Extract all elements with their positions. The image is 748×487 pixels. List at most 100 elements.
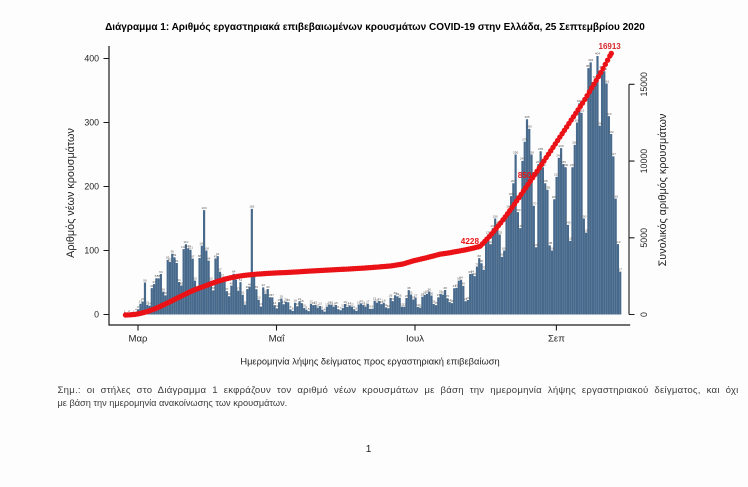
svg-text:165: 165 (249, 205, 254, 209)
svg-text:110: 110 (183, 240, 188, 244)
svg-text:81: 81 (175, 259, 179, 263)
svg-text:17: 17 (366, 300, 370, 304)
svg-text:295: 295 (597, 122, 602, 126)
svg-text:42: 42 (261, 283, 265, 287)
svg-text:100: 100 (549, 246, 554, 250)
svg-text:54: 54 (459, 276, 463, 280)
svg-text:250: 250 (529, 150, 534, 154)
svg-text:10: 10 (275, 304, 279, 308)
svg-text:128: 128 (584, 228, 589, 232)
svg-text:8: 8 (137, 305, 139, 309)
svg-text:160: 160 (515, 208, 520, 212)
svg-text:245: 245 (556, 154, 561, 158)
svg-text:13: 13 (259, 302, 263, 306)
svg-text:11: 11 (316, 303, 319, 307)
svg-text:82: 82 (168, 258, 172, 262)
svg-text:7: 7 (340, 306, 342, 310)
svg-text:91: 91 (216, 252, 220, 256)
svg-text:21: 21 (377, 297, 381, 301)
svg-text:27: 27 (268, 293, 272, 297)
svg-text:με βάση την ημερομηνία ανακοίν: με βάση την ημερομηνία ανακοίνωσης των κ… (58, 398, 288, 408)
svg-text:305: 305 (524, 115, 529, 119)
svg-text:30: 30 (393, 291, 397, 295)
svg-text:5000: 5000 (639, 228, 649, 248)
svg-text:36: 36 (427, 287, 431, 291)
svg-text:18: 18 (382, 299, 386, 303)
svg-text:25: 25 (446, 294, 450, 298)
svg-text:270: 270 (522, 138, 527, 142)
svg-text:247: 247 (611, 152, 616, 156)
svg-text:53: 53 (209, 277, 213, 281)
svg-text:85: 85 (166, 256, 170, 260)
svg-text:170: 170 (531, 202, 536, 206)
svg-text:27: 27 (414, 293, 418, 297)
svg-text:101: 101 (188, 246, 193, 250)
svg-text:21: 21 (373, 297, 377, 301)
svg-text:255: 255 (538, 147, 543, 151)
svg-text:88: 88 (198, 254, 202, 258)
svg-text:205: 205 (543, 179, 548, 183)
svg-text:11: 11 (418, 304, 421, 308)
svg-text:57: 57 (221, 274, 225, 278)
svg-text:230: 230 (563, 163, 568, 167)
svg-text:105: 105 (534, 243, 539, 247)
svg-text:368: 368 (593, 75, 598, 79)
svg-text:42: 42 (455, 284, 459, 288)
svg-text:64: 64 (232, 270, 236, 274)
svg-text:21: 21 (298, 297, 302, 301)
svg-text:125: 125 (497, 230, 502, 234)
svg-text:108: 108 (199, 241, 204, 245)
svg-text:Σεπ: Σεπ (548, 334, 565, 345)
svg-text:16: 16 (327, 300, 331, 304)
svg-text:21: 21 (464, 297, 468, 301)
svg-text:4: 4 (324, 307, 326, 311)
svg-text:10: 10 (302, 304, 306, 308)
svg-text:64: 64 (471, 269, 475, 273)
svg-text:235: 235 (536, 160, 541, 164)
svg-text:12: 12 (364, 302, 368, 306)
svg-text:Μαρ: Μαρ (129, 334, 149, 345)
svg-text:19: 19 (448, 298, 452, 302)
svg-text:26: 26 (405, 294, 409, 298)
svg-text:63: 63 (159, 270, 163, 274)
svg-text:100: 100 (84, 246, 99, 256)
svg-text:32: 32 (439, 290, 443, 294)
svg-text:50: 50 (143, 278, 147, 282)
svg-text:Αριθμός νέων κρουσμάτων: Αριθμός νέων κρουσμάτων (65, 128, 77, 258)
svg-text:16: 16 (432, 300, 436, 304)
svg-text:102: 102 (181, 245, 186, 249)
svg-text:12: 12 (416, 303, 420, 307)
svg-text:15000: 15000 (639, 72, 649, 97)
svg-text:19: 19 (286, 298, 290, 302)
svg-text:15: 15 (314, 301, 318, 305)
svg-text:20: 20 (141, 297, 145, 301)
svg-text:8506: 8506 (518, 171, 537, 180)
svg-text:16: 16 (330, 300, 334, 304)
svg-text:205: 205 (511, 179, 516, 183)
svg-text:181: 181 (613, 195, 618, 199)
svg-text:400: 400 (84, 54, 99, 64)
svg-text:Σημ.: οι στήλες στο Διάγραμμα: Σημ.: οι στήλες στο Διάγραμμα 1 εκφράζου… (58, 385, 739, 396)
svg-text:100: 100 (502, 246, 507, 250)
svg-text:15: 15 (311, 301, 315, 305)
svg-text:17: 17 (139, 300, 143, 304)
svg-text:103: 103 (186, 244, 191, 248)
svg-text:15: 15 (434, 301, 438, 305)
svg-text:88: 88 (477, 254, 481, 258)
svg-text:13: 13 (296, 302, 300, 306)
svg-text:23: 23 (466, 296, 470, 300)
svg-text:300: 300 (574, 118, 579, 122)
svg-text:185: 185 (509, 192, 514, 196)
svg-text:80: 80 (480, 259, 484, 263)
svg-text:30: 30 (164, 291, 168, 295)
svg-text:32: 32 (264, 290, 268, 294)
svg-text:53: 53 (457, 276, 461, 280)
svg-text:95: 95 (171, 250, 175, 254)
svg-text:28: 28 (421, 293, 425, 297)
svg-text:290: 290 (527, 125, 532, 129)
svg-text:150: 150 (581, 214, 586, 218)
svg-text:16: 16 (380, 300, 384, 304)
svg-text:12: 12 (346, 303, 350, 307)
svg-text:110: 110 (616, 240, 621, 244)
svg-text:8: 8 (337, 305, 339, 309)
